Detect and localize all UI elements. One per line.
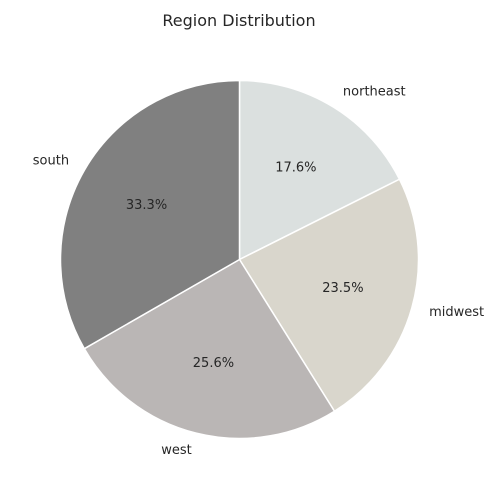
pie-category-label-south: south (33, 153, 69, 168)
pie-slice-midwest (238, 178, 420, 413)
chart-title: Region Distribution (162, 11, 315, 30)
pie-slice-west (83, 258, 336, 440)
pie-pct-label-south: 33.3% (126, 198, 167, 213)
pie-category-label-west: west (161, 443, 192, 458)
pie-pct-label-midwest: 23.5% (322, 281, 363, 296)
pie-category-label-midwest: midwest (429, 305, 484, 320)
pie-slices (59, 79, 420, 440)
pie-slice-south (59, 79, 241, 350)
pie-labels: 17.6% northeast 23.5% midwest 25.6% west 33.3%… (33, 84, 484, 458)
pie-pct-label-northeast: 17.6% (275, 161, 316, 176)
pie-pct-label-west: 25.6% (193, 356, 234, 371)
pie-category-label-northeast: northeast (343, 84, 406, 99)
pie-slice-northeast (238, 79, 401, 261)
